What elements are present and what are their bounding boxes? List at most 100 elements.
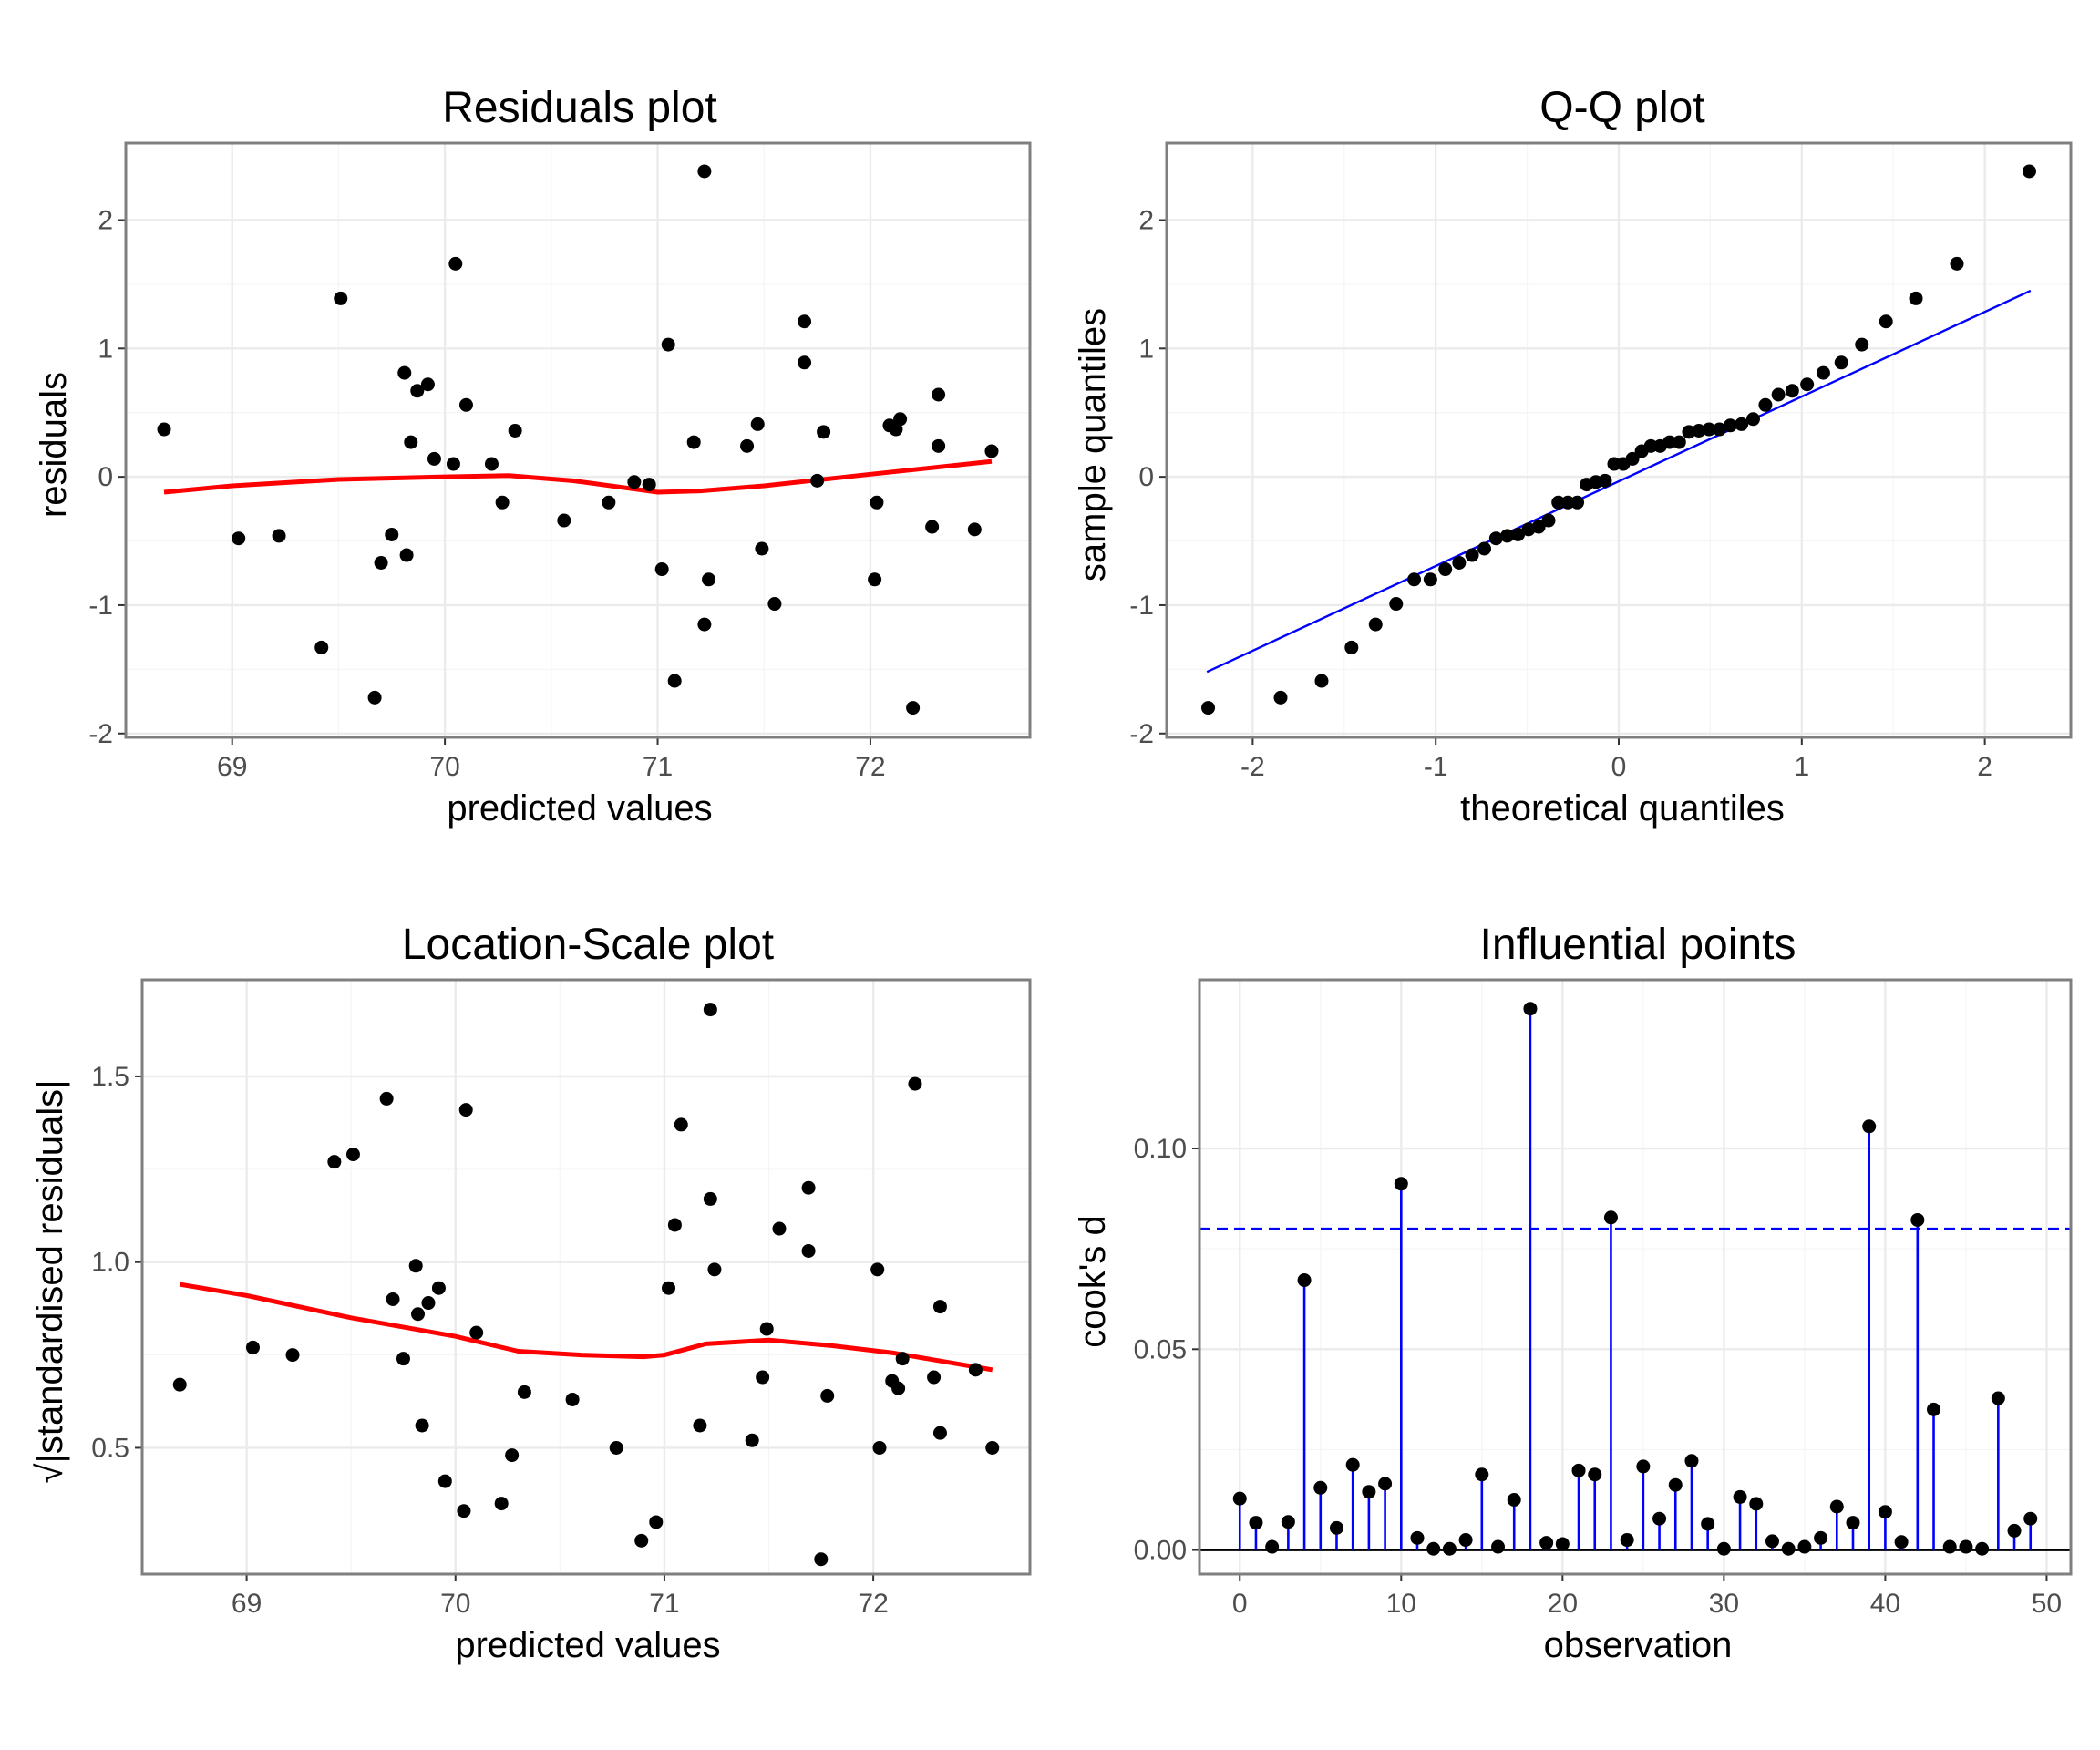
influence-point (1991, 1391, 2005, 1405)
qq-point (1368, 617, 1383, 632)
location-scale-point (345, 1148, 360, 1162)
location-scale-panel-border (140, 978, 1032, 1576)
residuals-point (427, 451, 441, 466)
residuals-grid (126, 143, 1030, 737)
influence-point (1475, 1467, 1489, 1482)
qq-point (1531, 520, 1546, 534)
residuals-point (458, 397, 473, 412)
residuals-point (420, 377, 435, 392)
residuals-point (667, 674, 682, 688)
location-scale-point (458, 1103, 473, 1117)
influence-point (1265, 1539, 1280, 1554)
influence-point (1394, 1177, 1408, 1191)
qq-tick-label-x: 1 (1794, 752, 1809, 782)
qq-point (1682, 425, 1696, 439)
qq-tick-label-x: 0 (1611, 752, 1627, 782)
residuals-point (232, 531, 246, 546)
qq-point (1477, 541, 1492, 556)
location-scale-marks (172, 1003, 1000, 1567)
qq-point (1625, 451, 1640, 466)
residuals-point (810, 473, 825, 488)
residuals-point (627, 475, 642, 489)
residuals-point (404, 435, 418, 449)
qq-point (1800, 377, 1815, 392)
residuals-point (697, 617, 712, 632)
residuals-point (334, 291, 348, 305)
location-scale-point (469, 1325, 484, 1340)
qq-tick-label-y: -1 (1129, 591, 1154, 621)
location-scale-tick-label-y: 1.0 (91, 1248, 129, 1278)
location-scale-tick-label-x: 71 (649, 1589, 679, 1619)
residuals-point (697, 164, 712, 179)
location-scale-point (649, 1515, 664, 1529)
influence-point (1555, 1537, 1570, 1551)
residuals-point (817, 425, 831, 439)
residuals-tick-label-y: 2 (98, 205, 113, 235)
residuals-point (686, 435, 701, 449)
location-scale-point (327, 1155, 342, 1169)
location-scale-point (693, 1418, 707, 1433)
qq-tick-label-x: -2 (1240, 752, 1265, 782)
location-scale-point (457, 1504, 471, 1518)
residuals-tick-label-y: 0 (98, 462, 113, 492)
influence-tick-label-x: 30 (1709, 1589, 1739, 1619)
location-scale-point (820, 1388, 835, 1403)
location-scale-point (438, 1474, 452, 1488)
residuals-point (868, 572, 882, 587)
location-scale-point (745, 1433, 759, 1447)
qq-point (1713, 422, 1727, 437)
residuals-point (602, 495, 616, 510)
qq-reference-line (1206, 289, 2032, 674)
influence-point (1846, 1516, 1860, 1530)
influence-ylabel: cook's d (1073, 1215, 1113, 1348)
qq-tick-label-x: -1 (1424, 752, 1448, 782)
qq-point (1598, 473, 1612, 488)
location-scale-point (411, 1307, 426, 1322)
qq-panel-border (1165, 141, 2073, 739)
qq-point (1909, 291, 1923, 305)
influence-xlabel: observation (1544, 1625, 1733, 1665)
qq-grid (1167, 143, 2071, 737)
location-scale-point (667, 1218, 682, 1232)
qq-point (1745, 412, 1760, 427)
residuals-point (367, 690, 382, 705)
residuals-point (893, 412, 908, 427)
location-scale-point (707, 1262, 722, 1277)
influence-point (1684, 1454, 1699, 1468)
influence-point (1329, 1520, 1343, 1535)
location-scale-point (662, 1281, 676, 1295)
qq-point (1855, 337, 1869, 352)
location-scale-ylabel: √|standardised residuals| (30, 1080, 70, 1484)
influence-point (1378, 1477, 1393, 1491)
qq-ylabel: sample quantiles (1073, 308, 1113, 582)
qq-point (1201, 701, 1216, 715)
influence-point (1297, 1273, 1312, 1288)
location-scale-point (908, 1076, 922, 1091)
influence-point (1523, 1002, 1538, 1016)
qq-tick-label-y: -2 (1129, 719, 1154, 749)
influence-point (1862, 1119, 1877, 1134)
residuals-point (448, 256, 463, 271)
residuals-point (906, 701, 921, 715)
qq-point (1662, 435, 1677, 449)
influence-panel-border (1198, 978, 2073, 1576)
qq-marks (1201, 164, 2036, 715)
qq-tick-label-x: 2 (1977, 752, 1992, 782)
location-scale-point (932, 1300, 947, 1314)
location-scale-point (927, 1370, 942, 1385)
residuals-tick-label-x: 69 (217, 752, 247, 782)
residuals-tick-label-y: -2 (88, 719, 113, 749)
qq-point (1423, 572, 1437, 587)
location-scale-tick-label-y: 0.5 (91, 1433, 129, 1463)
qq-point (1785, 384, 1799, 398)
qq-tick-label-y: 1 (1138, 334, 1154, 364)
influence-point (1345, 1457, 1360, 1472)
panel-influence: Influential points observation cook's d … (1073, 921, 2073, 1665)
influence-point (1733, 1489, 1747, 1504)
location-scale-point (517, 1385, 531, 1399)
residuals-tick-label-x: 70 (429, 752, 459, 782)
residuals-point (397, 365, 412, 380)
influence-point (1975, 1541, 1990, 1556)
location-scale-tick-label-y: 1.5 (91, 1062, 129, 1092)
qq-point (1510, 528, 1525, 542)
